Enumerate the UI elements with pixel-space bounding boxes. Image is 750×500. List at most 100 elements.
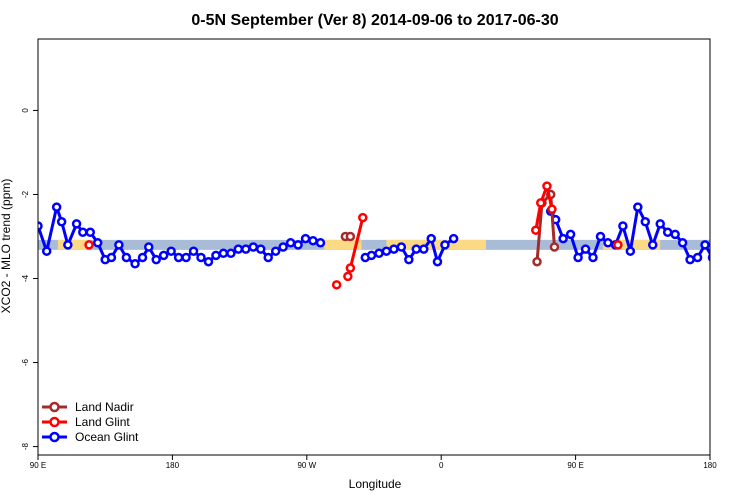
ocean-glint-point [278, 242, 288, 252]
land-glint-point [331, 280, 342, 290]
ocean-glint-point [419, 244, 429, 254]
legend-label: Land Glint [75, 415, 130, 429]
ocean-glint-point [389, 244, 399, 254]
ocean-glint-point [396, 242, 407, 252]
land-glint-point [343, 271, 353, 282]
x-tick-label: 90 E [30, 461, 46, 470]
ocean-glint-point [432, 256, 443, 267]
ocean-glint-point [440, 240, 450, 250]
y-tick-label: -2 [21, 190, 30, 198]
ocean-glint-point [603, 238, 613, 248]
land-nadir-point [549, 242, 560, 252]
ocean-glint-point [144, 242, 154, 252]
ocean-glint-point [640, 217, 651, 227]
ocean-glint-point [218, 248, 229, 259]
ocean-glint-point [625, 246, 636, 256]
chart-title: 0-5N September (Ver 8) 2014-09-06 to 201… [191, 12, 558, 29]
ocean-glint-point [315, 238, 326, 248]
ocean-glint-point [404, 254, 414, 265]
y-axis-label: XCO2 - MLO trend (ppm) [0, 179, 13, 314]
ocean-glint-point [731, 254, 738, 261]
y-tick-label: -6 [21, 358, 30, 366]
ocean-glint-point [662, 227, 673, 238]
land-glint-point [613, 240, 623, 250]
ocean-glint-point [685, 254, 695, 265]
x-tick-label: 0 [439, 461, 444, 470]
land-nadir-point [345, 231, 356, 242]
x-axis-label: Longitude [349, 477, 402, 491]
ocean-glint-point [38, 221, 43, 231]
y-tick-label: -4 [21, 274, 30, 282]
land-glint-point [547, 204, 557, 214]
ocean-glint-point [411, 244, 422, 254]
ocean-glint-point [78, 227, 88, 238]
ocean-glint-point [181, 252, 191, 263]
ocean-glint-point [121, 252, 132, 263]
ocean-glint-point [51, 202, 62, 212]
ocean-glint-point [558, 233, 568, 244]
ocean-glint-point [71, 219, 82, 229]
ocean-glint-point [426, 233, 436, 244]
x-tick-label: 180 [703, 461, 717, 470]
ocean-glint-point [700, 240, 710, 250]
ocean-glint-point [85, 227, 96, 238]
ocean-glint-point [300, 233, 311, 244]
ocean-glint-point [130, 259, 140, 269]
x-axis: 90 E 180 90 W 0 90 E 180 [30, 455, 717, 470]
ocean-glint-point [746, 256, 750, 263]
ocean-glint-point [580, 244, 591, 254]
legend-swatch-marker [49, 431, 60, 443]
land-glint-point [542, 181, 552, 191]
ocean-glint-point [716, 252, 723, 259]
ocean-glint-point [677, 238, 688, 248]
ocean-glint-point [618, 221, 628, 231]
ocean-glint-point [56, 217, 67, 227]
legend-label: Ocean Glint [75, 430, 139, 444]
x-tick-label: 90 W [297, 461, 316, 470]
ocean-glint-point [173, 252, 184, 263]
ocean-glint-point [655, 219, 665, 229]
ocean-glint-point [381, 246, 392, 256]
ocean-glint-point [595, 231, 606, 242]
ocean-glint-point [137, 252, 148, 263]
ocean-glint-point [63, 240, 73, 250]
ocean-glint-point [448, 233, 459, 244]
land-glint-point [531, 225, 541, 235]
ocean-glint-point [41, 246, 52, 256]
y-tick-label: -8 [21, 442, 30, 450]
ocean-glint-point [270, 246, 281, 256]
series-layer [38, 181, 750, 290]
x-tick-label: 90 E [567, 461, 583, 470]
ocean-glint-point [573, 252, 583, 263]
ocean-glint-point [211, 250, 221, 261]
ocean-glint-point [151, 254, 161, 265]
ocean-glint-point [588, 252, 598, 263]
ocean-glint-point [739, 244, 746, 251]
ocean-glint-point [692, 252, 703, 263]
land-glint-point [536, 198, 546, 208]
ocean-glint-point [633, 202, 643, 212]
ocean-glint-point [648, 240, 658, 250]
x-tick-label: 180 [166, 461, 180, 470]
ocean-glint-point [256, 244, 266, 254]
ocean-glint-point [106, 252, 117, 263]
ocean-glint-point [366, 250, 377, 261]
legend-swatch-marker [49, 416, 60, 428]
land-glint-point [345, 263, 356, 273]
legend-label: Land Nadir [75, 400, 134, 414]
ocean-glint-point [565, 229, 576, 240]
ocean-glint-point [241, 244, 251, 254]
ocean-glint-point [308, 235, 318, 246]
ocean-glint-point [226, 248, 236, 259]
ocean-glint-point [114, 240, 124, 250]
plot-frame [37, 38, 711, 456]
ocean-glint-point [248, 242, 259, 252]
ocean-glint-point [203, 256, 214, 267]
ocean-glint-point [374, 248, 384, 259]
ocean-glint-point [158, 250, 169, 261]
ocean-glint-point [670, 229, 680, 240]
ocean-glint-point [285, 238, 296, 248]
land-glint-point [358, 212, 368, 223]
